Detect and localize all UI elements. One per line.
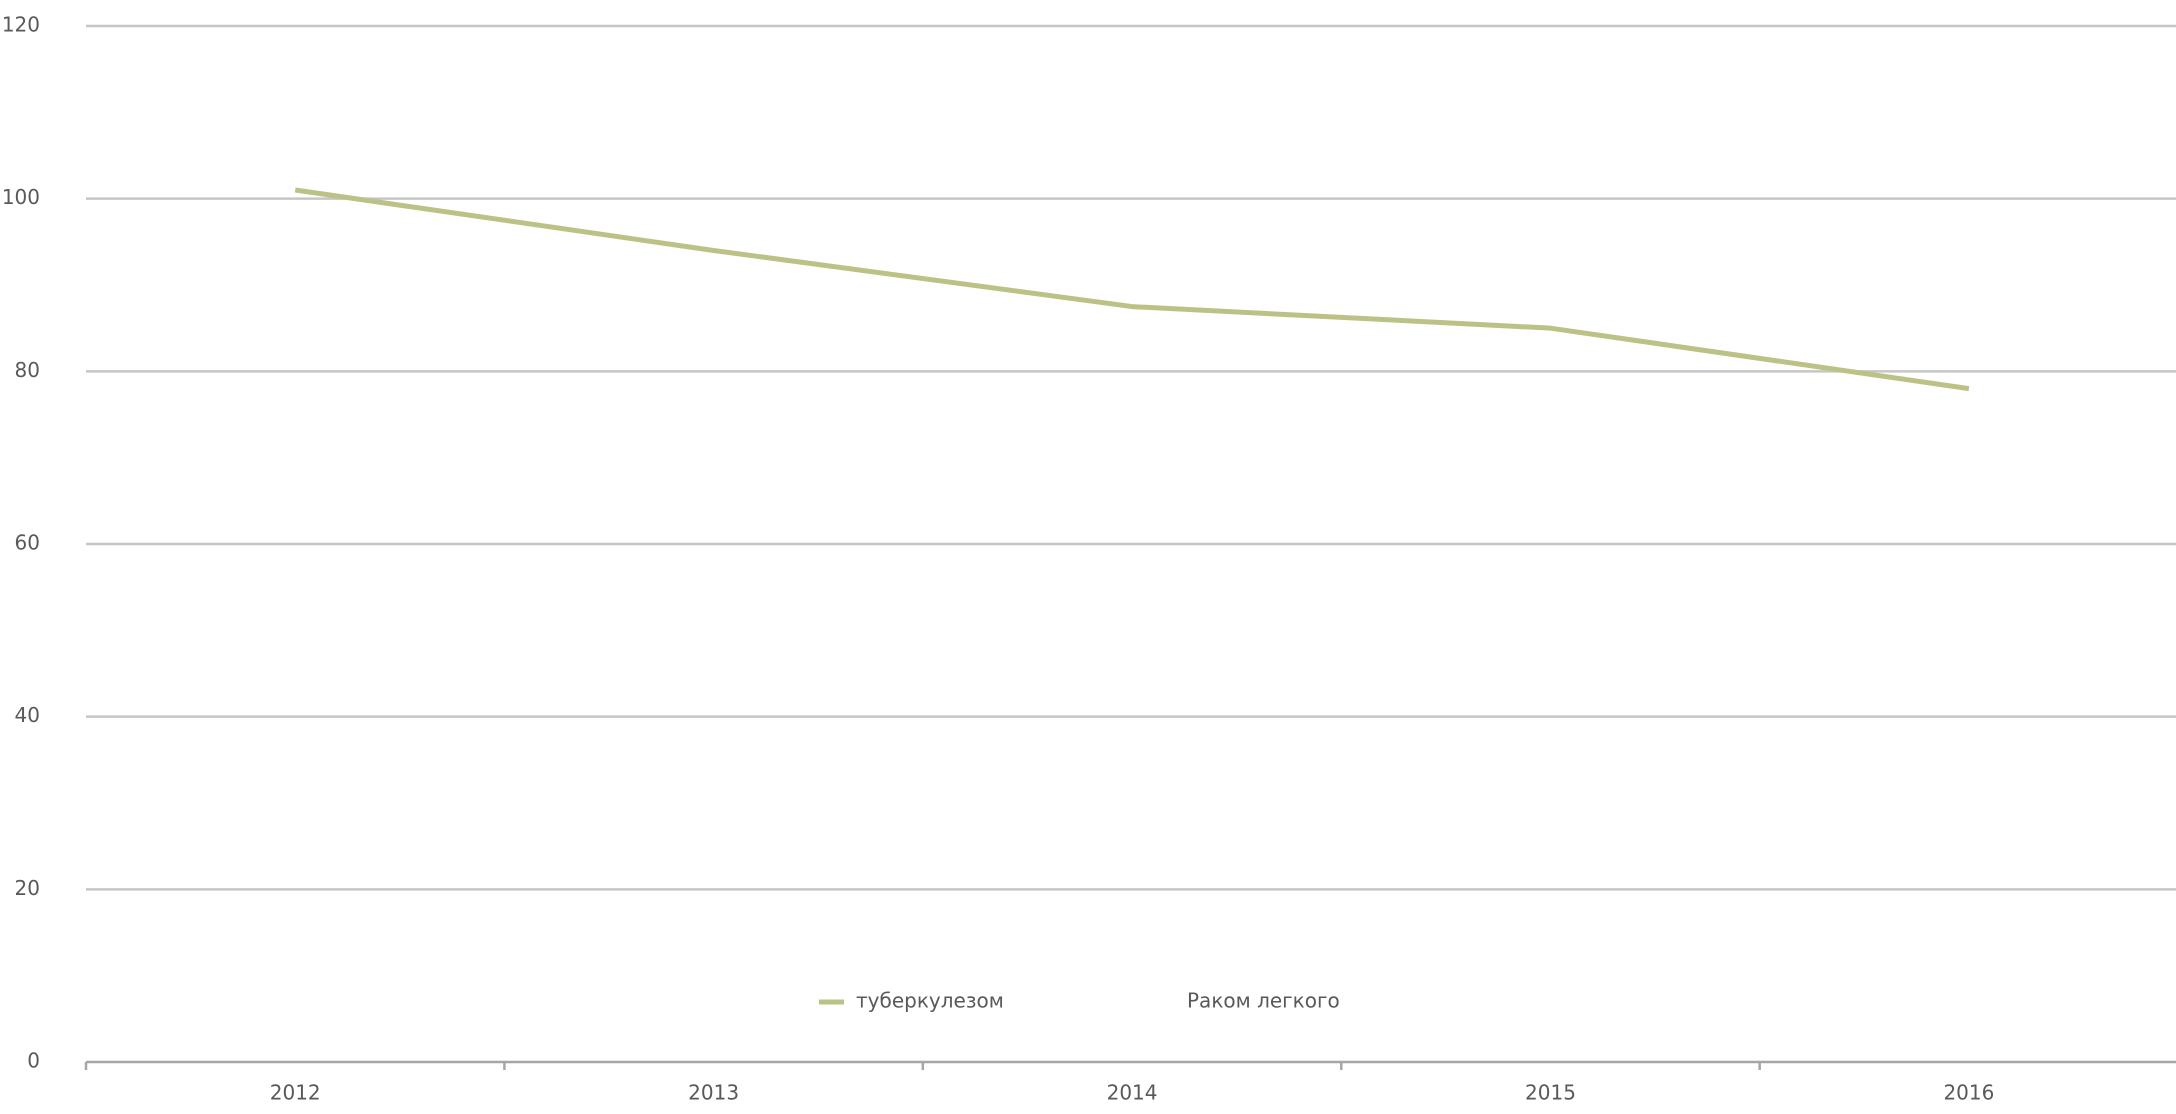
- y-tick-label: 60: [15, 531, 40, 555]
- y-tick-label: 0: [27, 1049, 40, 1073]
- x-tick-label: 2016: [1943, 1081, 1994, 1105]
- x-tick-label: 2013: [688, 1081, 739, 1105]
- y-tick-label: 20: [15, 876, 40, 900]
- y-tick-label: 120: [2, 13, 40, 37]
- x-tick-label: 2014: [1107, 1081, 1158, 1105]
- legend-label: Раком легкого: [1187, 989, 1340, 1013]
- y-tick-label: 80: [15, 358, 40, 382]
- x-tick-label: 2015: [1525, 1081, 1576, 1105]
- x-tick-label: 2012: [270, 1081, 321, 1105]
- series-line: [294, 187, 1970, 392]
- legend-label: туберкулезом: [856, 989, 1004, 1013]
- y-tick-label: 100: [2, 185, 40, 209]
- y-tick-label: 40: [15, 703, 40, 727]
